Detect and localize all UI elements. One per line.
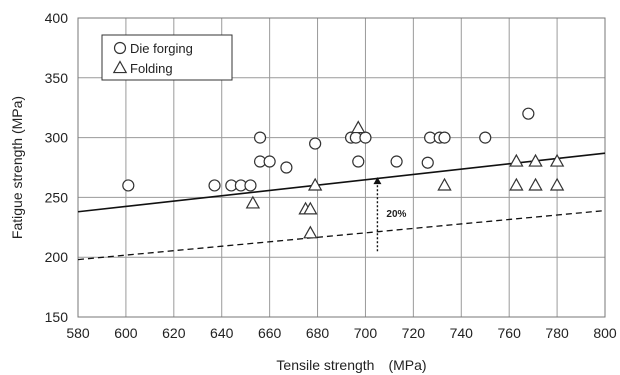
- reference-lines: [77, 152, 606, 261]
- x-axis-title: Tensile strength (MPa): [276, 357, 426, 373]
- data-point-die-forging: [438, 131, 451, 144]
- annotation-arrow-head: [373, 177, 382, 185]
- annotation-label: 20%: [386, 209, 406, 220]
- x-tick-label: 780: [545, 325, 569, 341]
- y-tick-label: 400: [45, 10, 69, 26]
- solid-reference-line: [77, 152, 606, 213]
- x-tick-label: 680: [306, 325, 330, 341]
- y-tick-label: 250: [45, 189, 69, 205]
- x-tick-label: 660: [258, 325, 282, 341]
- legend-label-die-forging: Die forging: [130, 41, 193, 56]
- x-tick-label: 700: [354, 325, 378, 341]
- data-point-folding: [528, 177, 543, 191]
- data-point-folding: [351, 120, 366, 134]
- annotations: 20%: [373, 177, 407, 252]
- data-point-folding: [303, 225, 318, 239]
- data-point-die-forging: [522, 107, 535, 120]
- x-tick-label: 740: [450, 325, 474, 341]
- data-point-folding: [437, 177, 452, 191]
- y-tick-label: 200: [45, 249, 69, 265]
- tick-labels: 580 600 620 640 660 680 700 720 740 760 780 800 150 2…: [45, 10, 617, 341]
- data-points: [122, 107, 565, 239]
- data-point-die-forging: [244, 179, 257, 192]
- data-point-die-forging: [352, 155, 365, 168]
- legend-label-folding: Folding: [130, 61, 173, 76]
- x-tick-label: 620: [162, 325, 186, 341]
- x-tick-label: 720: [402, 325, 426, 341]
- data-point-die-forging: [309, 137, 322, 150]
- legend-circle-marker: [113, 41, 127, 55]
- x-tick-label: 640: [210, 325, 234, 341]
- data-point-folding: [509, 177, 524, 191]
- data-point-die-forging: [390, 155, 403, 168]
- legend-triangle-marker: [112, 60, 128, 74]
- data-point-die-forging: [359, 131, 372, 144]
- data-point-die-forging: [263, 155, 276, 168]
- grid: [77, 17, 606, 318]
- data-point-folding: [549, 153, 565, 167]
- x-tick-label: 760: [498, 325, 522, 341]
- y-axis-title: Fatigue strength (MPa): [9, 96, 25, 239]
- y-tick-label: 350: [45, 70, 69, 86]
- data-point-folding: [307, 177, 323, 191]
- data-point-die-forging: [280, 161, 293, 174]
- data-point-die-forging: [479, 131, 492, 144]
- data-point-folding: [509, 153, 524, 167]
- data-point-die-forging: [253, 131, 267, 144]
- data-point-die-forging: [208, 179, 221, 192]
- data-point-folding: [549, 177, 565, 191]
- legend: Die forging Folding: [101, 34, 233, 81]
- data-point-folding: [303, 201, 318, 215]
- y-tick-label: 300: [45, 130, 69, 146]
- data-point-die-forging: [421, 156, 434, 169]
- x-tick-label: 580: [66, 325, 90, 341]
- x-tick-label: 600: [114, 325, 138, 341]
- data-point-die-forging: [122, 179, 135, 192]
- x-tick-label: 800: [593, 325, 617, 341]
- dashed-reference-line: [77, 209, 606, 261]
- data-point-folding: [245, 195, 261, 209]
- data-point-folding: [528, 153, 543, 167]
- y-tick-label: 150: [45, 309, 69, 325]
- plot-frame: [77, 17, 606, 318]
